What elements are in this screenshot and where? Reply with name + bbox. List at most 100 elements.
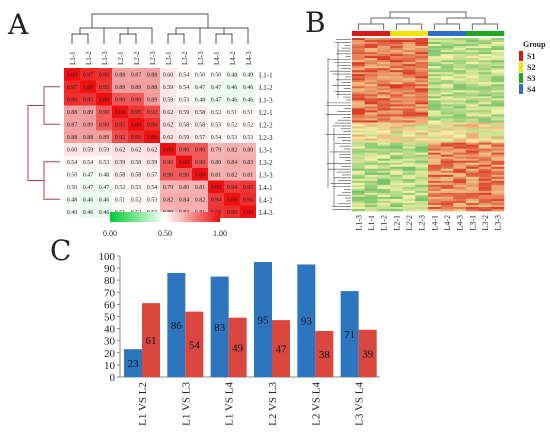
expression-cell xyxy=(440,70,454,73)
expression-cell xyxy=(377,198,391,202)
expression-cell xyxy=(453,106,467,109)
expression-cell xyxy=(466,172,479,176)
expression-cell xyxy=(364,132,378,135)
heatmap-cell xyxy=(192,68,208,81)
expression-cell xyxy=(491,62,505,65)
expression-cell xyxy=(428,142,441,145)
expression-cell xyxy=(402,132,416,135)
expression-cell xyxy=(402,96,416,99)
expression-cell xyxy=(364,120,378,123)
expression-cell xyxy=(453,180,467,184)
expression-cell xyxy=(390,86,403,89)
expression-cell xyxy=(364,142,378,145)
expression-cell xyxy=(466,194,479,198)
expression-cell xyxy=(428,152,441,155)
group-bar-cell xyxy=(377,31,391,36)
expression-cell xyxy=(491,188,505,192)
expression-cell xyxy=(440,78,454,81)
expression-cell xyxy=(440,142,454,145)
expression-cell xyxy=(453,102,467,105)
cell-value: 0.54 xyxy=(179,85,190,91)
cell-value: 0.52 xyxy=(227,123,238,129)
expression-cell xyxy=(478,170,492,174)
bar xyxy=(254,262,272,377)
expression-cell xyxy=(478,190,492,194)
expression-cell xyxy=(415,66,429,69)
cell-value: 0.59 xyxy=(179,135,190,141)
expression-cell xyxy=(352,174,365,178)
heatmap-cells: 1.00 0.97 0.96 0.88 0.87 0.88 0.60 0.54 0.50 0.50… xyxy=(64,68,256,218)
heatmap-cell xyxy=(160,193,176,206)
cell-value: 0.59 xyxy=(83,148,94,154)
heatmap-cell xyxy=(224,105,240,118)
row-label: L4-1 xyxy=(259,184,273,192)
expression-cell xyxy=(377,108,391,111)
expression-cell xyxy=(390,204,403,208)
heatmap-cell xyxy=(96,180,112,193)
expression-cell xyxy=(364,74,378,77)
cell-value: 0.62 xyxy=(115,148,126,154)
heatmap-cell xyxy=(176,193,192,206)
expression-cell xyxy=(491,152,505,155)
expression-cell xyxy=(478,90,492,93)
cell-value: 0.49 xyxy=(243,73,254,79)
expression-cell xyxy=(390,128,403,131)
expression-cell xyxy=(453,196,467,200)
expression-cell xyxy=(364,84,378,87)
expression-cell xyxy=(466,76,479,79)
expression-cell xyxy=(364,190,378,194)
expression-cell xyxy=(453,98,467,101)
expression-cell xyxy=(466,168,479,172)
expression-cell xyxy=(453,118,467,121)
expression-cell xyxy=(390,124,403,127)
expression-cell xyxy=(364,136,378,139)
expression-cell xyxy=(491,88,505,91)
expression-cell xyxy=(352,88,365,91)
cell-value: 1.00 xyxy=(163,148,174,154)
expression-cell xyxy=(377,196,391,200)
category-label: L3 VS L4 xyxy=(354,382,366,426)
expression-cell xyxy=(352,204,365,208)
expression-cell xyxy=(352,206,365,210)
heatmap-cell xyxy=(112,155,128,168)
bar-value-label: 39 xyxy=(362,348,374,360)
expression-cell xyxy=(440,52,454,55)
heatmap-cell xyxy=(176,168,192,181)
expression-cell xyxy=(415,160,429,164)
expression-cell xyxy=(440,138,454,141)
expression-cell xyxy=(415,86,429,89)
expression-cell xyxy=(402,116,416,119)
expression-cell xyxy=(478,64,492,67)
expression-cell xyxy=(466,116,479,119)
heatmap-cell xyxy=(128,155,144,168)
legend-swatch xyxy=(519,51,523,61)
expression-cell xyxy=(352,164,365,168)
expression-cell xyxy=(415,78,429,81)
expression-cell xyxy=(415,46,429,49)
expression-cell xyxy=(491,162,505,166)
group-bar-cell xyxy=(352,31,365,36)
expression-cell xyxy=(478,200,492,204)
expression-cell xyxy=(466,152,479,155)
heatmap-cell xyxy=(192,105,208,118)
expression-cell xyxy=(390,166,403,170)
cell-value: 0.60 xyxy=(163,73,174,79)
expression-cell xyxy=(402,148,416,151)
expression-cell xyxy=(440,190,454,194)
expression-cell xyxy=(478,96,492,99)
expression-cell xyxy=(466,60,479,63)
expression-cell xyxy=(364,70,378,73)
expression-cell xyxy=(402,154,416,157)
expression-cell xyxy=(352,100,365,103)
bar xyxy=(124,349,142,377)
expression-cell xyxy=(402,150,416,153)
expression-cell xyxy=(352,120,365,123)
category-label: L1 VS L3 xyxy=(180,382,192,426)
heatmap-cell xyxy=(224,180,240,193)
expression-cell xyxy=(352,112,365,115)
expression-cell xyxy=(428,168,441,172)
expression-cell xyxy=(491,170,505,174)
expression-cell xyxy=(440,100,454,103)
expression-cell xyxy=(390,186,403,190)
cell-value: 0.57 xyxy=(195,135,206,141)
